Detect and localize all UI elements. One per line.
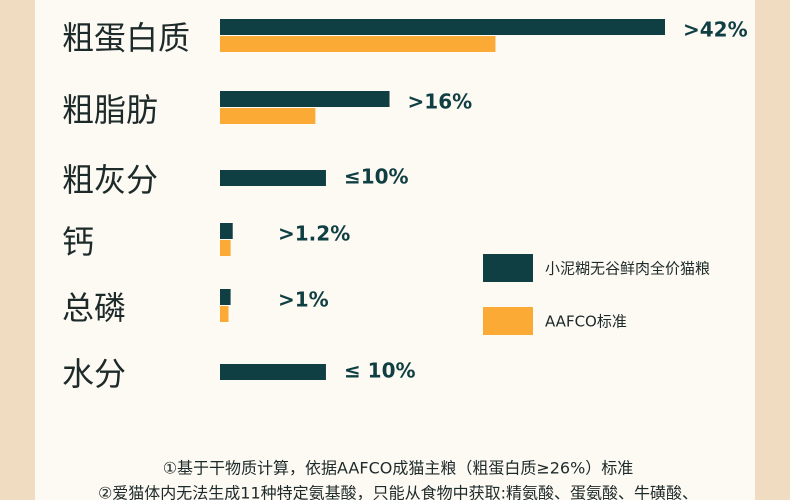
bar <box>220 223 233 239</box>
category-label: 粗脂肪 <box>62 91 158 129</box>
legend-swatch <box>483 307 533 335</box>
legend-label: AAFCO标准 <box>545 313 627 331</box>
legend-label: 小泥糊无谷鲜肉全价猫粮 <box>545 260 710 278</box>
value-label: >1% <box>278 288 329 312</box>
footnote: ②爱猫体内无法生成11种特定氨基酸，只能从食物中获取:精氨酸、蛋氨酸、牛磺酸、 <box>98 484 698 500</box>
footnote: ①基于干物质计算，依据AAFCO成猫主粮（粗蛋白质≥26%）标准 <box>163 459 634 478</box>
category-label: 钙 <box>62 223 94 261</box>
bar <box>220 19 665 35</box>
bar <box>220 306 229 322</box>
value-label: ≤ 10% <box>344 359 416 383</box>
bar <box>220 36 496 52</box>
bar <box>220 91 390 107</box>
bar <box>220 108 316 124</box>
value-label: ≤10% <box>344 165 409 189</box>
legend-swatch <box>483 254 533 282</box>
bar <box>220 240 231 256</box>
bar <box>220 170 326 186</box>
category-label: 粗灰分 <box>62 161 158 199</box>
value-label: >1.2% <box>278 222 350 246</box>
category-label: 总磷 <box>62 289 126 327</box>
bar <box>220 364 326 380</box>
category-label: 水分 <box>62 355 126 393</box>
bar <box>220 289 231 305</box>
value-label: >42% <box>683 18 748 42</box>
value-label: >16% <box>408 90 473 114</box>
panel <box>35 0 755 500</box>
category-label: 粗蛋白质 <box>62 19 190 57</box>
